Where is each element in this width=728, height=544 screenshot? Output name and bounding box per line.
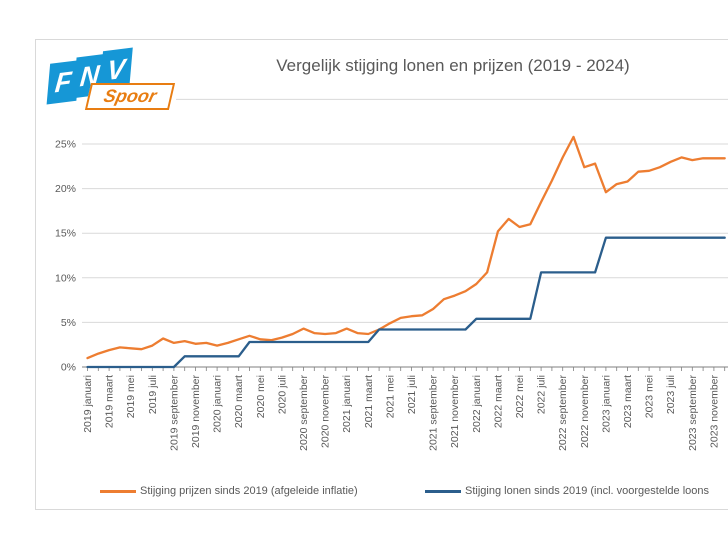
legend-swatch-lonen (425, 489, 461, 493)
y-axis-tick-label: 0% (61, 362, 76, 374)
x-axis-tick-label: 2022 september (557, 375, 569, 451)
x-axis-tick-label: 2020 mei (255, 375, 267, 418)
fnv-letter: F (53, 65, 73, 99)
x-axis-tick-label: 2023 mei (644, 375, 656, 418)
legend-label-lonen: Stijging lonen sinds 2019 (incl. voorges… (465, 485, 709, 497)
x-axis-tick-label: 2022 mei (514, 375, 526, 418)
y-axis-tick-label: 5% (61, 317, 76, 329)
fnv-spoor-logo: F N V Spoor (44, 47, 176, 120)
x-axis-tick-label: 2021 mei (384, 375, 396, 418)
legend-label-prijzen: Stijging prijzen sinds 2019 (afgeleide i… (140, 485, 358, 497)
x-axis-tick-label: 2019 januari (82, 375, 94, 433)
x-axis-tick-label: 2021 november (449, 374, 461, 447)
x-axis-tick-label: 2023 januari (600, 375, 612, 433)
x-axis-tick-label: 2022 januari (471, 375, 483, 433)
y-axis-tick-label: 20% (55, 183, 76, 195)
legend-entry-prijzen: Stijging prijzen sinds 2019 (afgeleide i… (100, 484, 358, 498)
x-axis-tick-label: 2020 november (320, 374, 332, 447)
x-axis-tick-label: 2023 juli (665, 375, 677, 414)
x-axis-tick-label: 2023 november (708, 374, 720, 447)
series-line-lonen (86, 236, 726, 369)
x-axis-tick-label: 2019 september (168, 375, 180, 451)
chart-container: 0% 5% 10% 15% 20% 25% 2019 januari 2019 maart 20… (35, 39, 728, 510)
x-axis-tick-label: 2021 januari (341, 375, 353, 433)
x-axis-tick-label: 2021 maart (363, 375, 375, 428)
x-axis-tick-label: 2023 september (687, 375, 699, 451)
x-axis-tick-label: 2020 juli (276, 375, 288, 414)
spoor-badge: Spoor (84, 83, 176, 110)
x-axis-tick-label: 2021 september (428, 375, 440, 451)
x-axis-tick-label: 2019 november (190, 374, 202, 447)
x-axis-tick-label: 2021 juli (406, 375, 418, 414)
chart-title: Vergelijk stijging lonen en prijzen (201… (276, 56, 630, 75)
x-axis-tick-label: 2020 maart (233, 375, 245, 428)
y-axis-tick-label: 10% (55, 272, 76, 284)
y-axis-tick-label: 15% (55, 228, 76, 240)
x-axis-tick-label: 2019 mei (125, 375, 137, 418)
series-line-prijzen (86, 135, 726, 360)
y-axis-tick-label: 25% (55, 139, 76, 151)
x-axis-tick-label: 2022 juli (536, 375, 548, 414)
chart-canvas: 0% 5% 10% 15% 20% 25% 2019 januari 2019 maart 20… (55, 98, 728, 451)
x-axis-tick-label: 2019 juli (147, 375, 159, 414)
x-axis-tick-label: 2022 november (579, 374, 591, 447)
x-axis-tick-label: 2023 maart (622, 375, 634, 428)
legend-entry-lonen: Stijging lonen sinds 2019 (incl. voorges… (425, 484, 709, 498)
x-axis-tick-label: 2020 januari (212, 375, 224, 433)
spoor-label: Spoor (101, 86, 159, 106)
x-axis-tick-label: 2022 maart (492, 375, 504, 428)
x-axis-tick-label: 2019 maart (104, 375, 116, 428)
fnv-letter: V (105, 52, 127, 86)
legend-swatch-prijzen (100, 489, 136, 493)
x-axis-tick-label: 2020 september (298, 375, 310, 451)
